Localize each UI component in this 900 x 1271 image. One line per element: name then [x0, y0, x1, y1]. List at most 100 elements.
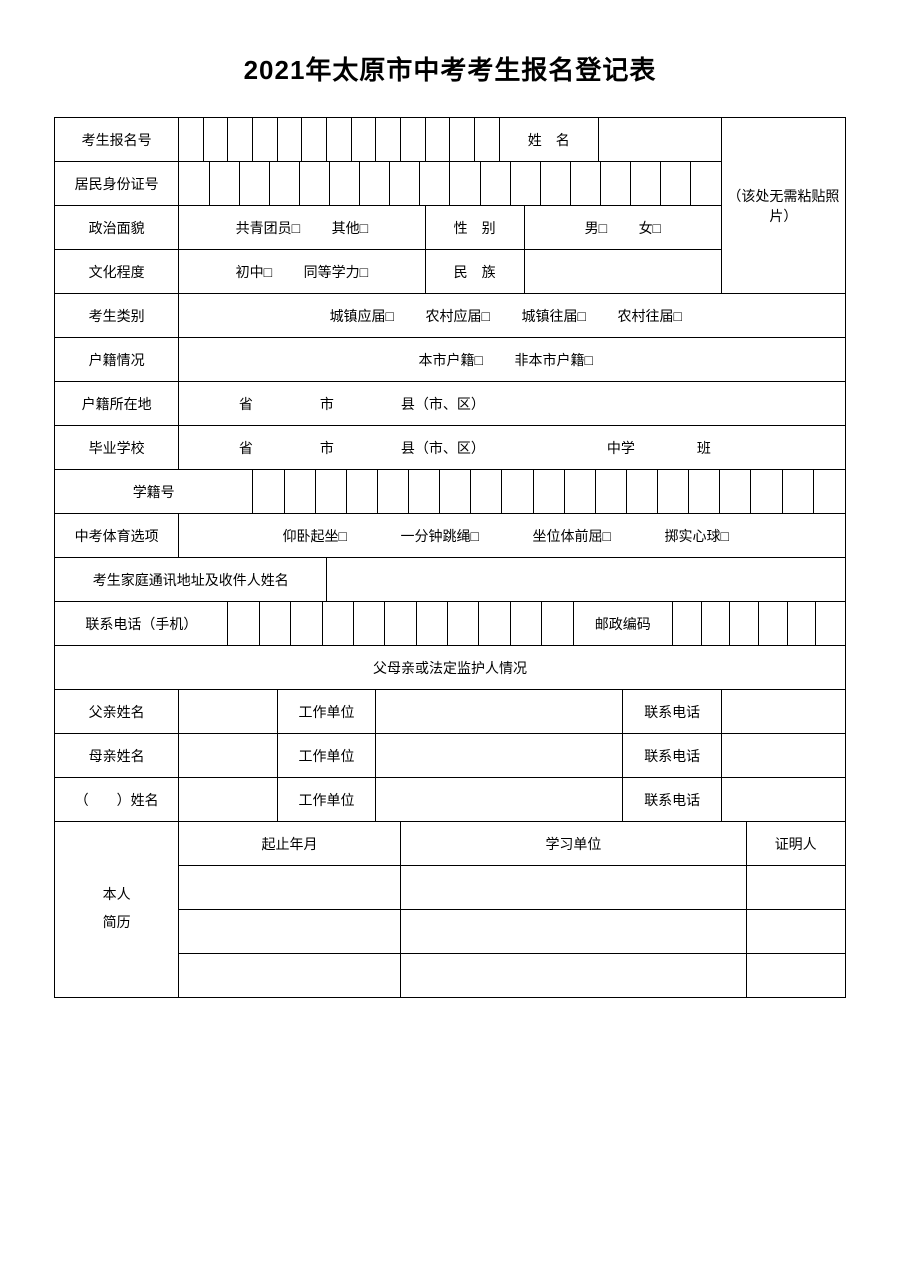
cell-reg-no[interactable] [228, 118, 253, 162]
cell-sid[interactable] [720, 470, 751, 513]
cell-postal[interactable] [730, 602, 759, 645]
cell-name-value[interactable] [598, 118, 722, 162]
cell-postal[interactable] [673, 602, 702, 645]
cell-id[interactable] [329, 162, 359, 205]
hukou-options[interactable]: 本市户籍□ 非本市户籍□ [178, 338, 845, 382]
cell-father-work-value[interactable] [376, 690, 623, 734]
political-options[interactable]: 共青团员□ 其他□ [178, 206, 425, 250]
cell-period[interactable] [178, 954, 400, 998]
cell-id[interactable] [420, 162, 450, 205]
cell-father-name-value[interactable] [178, 690, 277, 734]
cell-sid[interactable] [253, 470, 284, 513]
cell-reg-no[interactable] [327, 118, 352, 162]
cell-mother-phone-value[interactable] [722, 734, 846, 778]
cell-period[interactable] [178, 910, 400, 954]
cell-sid[interactable] [471, 470, 502, 513]
cell-id[interactable] [269, 162, 299, 205]
cell-sid[interactable] [595, 470, 626, 513]
cell-home-addr-value[interactable] [327, 558, 846, 602]
opt-urban-past[interactable]: 城镇往届□ [522, 310, 586, 325]
cell-phone[interactable] [510, 602, 541, 645]
cell-reg-no[interactable] [178, 118, 203, 162]
cell-reg-no[interactable] [203, 118, 228, 162]
cell-reg-no[interactable] [302, 118, 327, 162]
hukou-loc-value[interactable]: 省 市 县（市、区） [178, 382, 845, 426]
opt-male[interactable]: 男□ [585, 222, 607, 237]
cell-reg-no[interactable] [450, 118, 475, 162]
cell-reg-no[interactable] [475, 118, 500, 162]
cell-phone[interactable] [228, 602, 259, 645]
cell-sid[interactable] [782, 470, 813, 513]
cell-sid[interactable] [533, 470, 564, 513]
cell-mother-work-value[interactable] [376, 734, 623, 778]
cell-postal[interactable] [701, 602, 730, 645]
cell-id[interactable] [691, 162, 721, 205]
cell-postal[interactable] [759, 602, 788, 645]
cell-sid[interactable] [626, 470, 657, 513]
cell-sid[interactable] [440, 470, 471, 513]
cell-id[interactable] [510, 162, 540, 205]
opt-female[interactable]: 女□ [639, 222, 661, 237]
pe-options[interactable]: 仰卧起坐□ 一分钟跳绳□ 坐位体前屈□ 掷实心球□ [178, 514, 845, 558]
cell-sid[interactable] [409, 470, 440, 513]
cell-phone[interactable] [354, 602, 385, 645]
cell-reg-no[interactable] [252, 118, 277, 162]
cell-ethnicity-value[interactable] [524, 250, 722, 294]
cell-witness[interactable] [746, 954, 845, 998]
cell-phone[interactable] [260, 602, 291, 645]
opt-equiv[interactable]: 同等学力□ [304, 266, 368, 281]
cell-phone[interactable] [322, 602, 353, 645]
opt-rural-past[interactable]: 农村往届□ [617, 310, 681, 325]
cell-phone[interactable] [291, 602, 322, 645]
cell-phone[interactable] [416, 602, 447, 645]
cell-id[interactable] [450, 162, 480, 205]
edu-options[interactable]: 初中□ 同等学力□ [178, 250, 425, 294]
opt-rural-fresh[interactable]: 农村应届□ [426, 310, 490, 325]
cell-postal[interactable] [816, 602, 845, 645]
cell-phone[interactable] [479, 602, 510, 645]
opt-junior[interactable]: 初中□ [236, 266, 272, 281]
cell-study-unit[interactable] [401, 910, 747, 954]
opt-nonlocal[interactable]: 非本市户籍□ [515, 354, 593, 369]
cell-sid[interactable] [346, 470, 377, 513]
cell-sid[interactable] [564, 470, 595, 513]
cell-study-unit[interactable] [401, 866, 747, 910]
cell-id[interactable] [179, 162, 209, 205]
cell-sid[interactable] [813, 470, 844, 513]
cell-phone[interactable] [448, 602, 479, 645]
cell-id[interactable] [661, 162, 691, 205]
opt-situp[interactable]: 仰卧起坐□ [283, 530, 347, 545]
opt-local[interactable]: 本市户籍□ [419, 354, 483, 369]
cell-sid[interactable] [751, 470, 782, 513]
cell-period[interactable] [178, 866, 400, 910]
cell-id[interactable] [570, 162, 600, 205]
cell-id[interactable] [239, 162, 269, 205]
cell-id[interactable] [390, 162, 420, 205]
cell-mother-name-value[interactable] [178, 734, 277, 778]
cell-sid[interactable] [315, 470, 346, 513]
gender-options[interactable]: 男□ 女□ [524, 206, 722, 250]
cell-sid[interactable] [502, 470, 533, 513]
opt-jumprope[interactable]: 一分钟跳绳□ [401, 530, 479, 545]
opt-sitreach[interactable]: 坐位体前屈□ [533, 530, 611, 545]
opt-league[interactable]: 共青团员□ [236, 222, 300, 237]
cell-id[interactable] [631, 162, 661, 205]
cell-reg-no[interactable] [277, 118, 302, 162]
cand-type-options[interactable]: 城镇应届□ 农村应届□ 城镇往届□ 农村往届□ [178, 294, 845, 338]
cell-postal[interactable] [787, 602, 816, 645]
cell-id[interactable] [209, 162, 239, 205]
cell-sid[interactable] [658, 470, 689, 513]
cell-id[interactable] [480, 162, 510, 205]
cell-id[interactable] [540, 162, 570, 205]
cell-phone[interactable] [542, 602, 573, 645]
cell-reg-no[interactable] [351, 118, 376, 162]
cell-father-phone-value[interactable] [722, 690, 846, 734]
cell-reg-no[interactable] [401, 118, 426, 162]
opt-medicineball[interactable]: 掷实心球□ [664, 530, 728, 545]
opt-other[interactable]: 其他□ [332, 222, 368, 237]
cell-other-phone-value[interactable] [722, 778, 846, 822]
cell-sid[interactable] [689, 470, 720, 513]
cell-witness[interactable] [746, 910, 845, 954]
cell-other-work-value[interactable] [376, 778, 623, 822]
cell-id[interactable] [360, 162, 390, 205]
